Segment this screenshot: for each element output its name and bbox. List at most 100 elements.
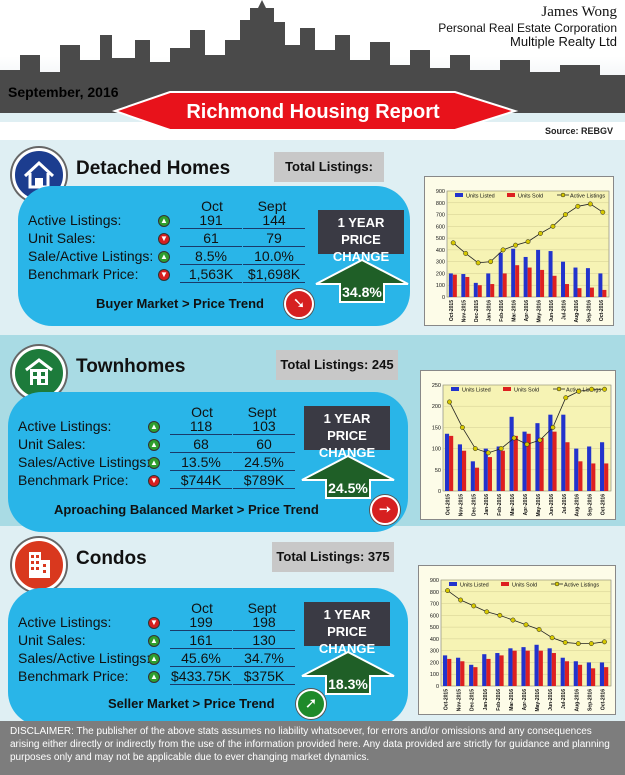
detached-row-label: Benchmark Price: (28, 266, 139, 282)
active-listings-point (458, 597, 464, 603)
legend-entry: Units Listed (466, 194, 495, 200)
bar-units-listed (561, 414, 566, 491)
bar-units-listed (585, 268, 590, 297)
x-tick-label: Jul-2016 (562, 494, 568, 514)
bar-units-listed (461, 274, 466, 297)
y-tick-label: 400 (430, 637, 439, 643)
townhome-sept-value: $789K (233, 472, 295, 489)
active-listings-point (562, 212, 568, 218)
agent-name: James Wong (541, 4, 617, 20)
agent-brokerage: Multiple Realty Ltd (510, 34, 617, 49)
condo-building-icon (12, 538, 66, 592)
bar-units-listed (573, 267, 578, 297)
bar-units-sold (578, 461, 583, 491)
y-tick-label: 600 (436, 224, 445, 230)
x-tick-label: Jul-2016 (561, 300, 567, 320)
townhome-row-label: Sales/Active Listings: (18, 454, 151, 470)
x-tick-label: Oct-2016 (600, 689, 606, 710)
townhome-row-label: Unit Sales: (18, 436, 86, 452)
detached-sept-value: 79 (243, 230, 305, 247)
bar-units-listed (599, 662, 605, 686)
detached-col-sept: Sept (257, 198, 287, 214)
bar-units-sold (565, 284, 569, 297)
active-listings-point (488, 259, 494, 265)
y-tick-label: 0 (438, 489, 441, 495)
agent-info: James Wong Personal Real Estate Corporat… (438, 4, 617, 49)
y-tick-label: 700 (430, 602, 439, 608)
bar-units-listed (511, 248, 516, 297)
townhome-title: Townhomes (76, 356, 186, 377)
active-listings-point (498, 446, 504, 452)
x-tick-label: May-2016 (536, 494, 542, 517)
x-tick-label: Jan-2016 (483, 689, 489, 711)
bar-units-sold (525, 650, 530, 686)
active-listings-point (602, 386, 607, 392)
bar-units-listed (523, 256, 528, 297)
active-listings-point (602, 639, 607, 645)
active-listings-point (513, 242, 518, 248)
detached-oct-value: 1,563K (180, 266, 242, 283)
bar-units-sold (589, 287, 594, 297)
bar-units-sold (512, 650, 517, 686)
active-listings-point (450, 240, 456, 246)
x-tick-label: Oct-2015 (449, 300, 455, 321)
active-listings-point (587, 201, 593, 207)
x-tick-label: Nov-2015 (462, 300, 468, 322)
active-listings-point (475, 260, 481, 266)
arrow-up-icon: ▲ (148, 421, 160, 433)
bar-units-sold (474, 467, 480, 491)
townhome-market-trend: Aproaching Balanced Market > Price Trend (54, 502, 319, 517)
y-tick-label: 500 (430, 625, 439, 631)
active-listings-point (589, 386, 595, 392)
y-tick-label: 50 (435, 468, 441, 474)
y-tick-label: 900 (430, 578, 439, 584)
townhouse-icon (12, 346, 66, 400)
bar-units-listed (598, 273, 603, 297)
condo-row-label: Sales/Active Listings: (18, 650, 151, 666)
bar-units-listed (498, 252, 503, 297)
x-tick-label: Oct-2016 (599, 300, 605, 321)
legend-entry: Units Listed (460, 583, 489, 589)
condo-market-trend: Seller Market > Price Trend (108, 696, 275, 711)
bar-units-sold (527, 267, 532, 297)
townhome-trend-arrow-icon: ➙ (370, 495, 400, 525)
legend-entry: Units Listed (462, 388, 491, 394)
detached-title: Detached Homes (76, 158, 231, 179)
x-tick-label: Jan-2016 (487, 300, 493, 322)
condo-row-label: Active Listings: (18, 614, 112, 630)
bar-units-sold (526, 433, 531, 491)
legend-swatch (503, 387, 511, 391)
y-tick-label: 200 (430, 660, 439, 666)
source-label: Source: REBGV (544, 126, 613, 136)
condo-price-up-arrow-icon (301, 650, 395, 695)
x-tick-label: Feb-2016 (497, 494, 503, 516)
bar-units-sold (477, 285, 482, 297)
legend-swatch (501, 582, 509, 586)
bar-units-listed (574, 448, 579, 491)
y-tick-label: 300 (436, 260, 445, 266)
condo-year-price-value: 18.3% (328, 676, 368, 692)
arrow-down-icon: ▼ (158, 269, 170, 281)
arrow-up-icon: ▲ (158, 251, 170, 263)
bar-units-sold (539, 438, 544, 491)
x-tick-label: May-2016 (536, 300, 542, 323)
condo-row-label: Unit Sales: (18, 632, 86, 648)
bar-units-listed (560, 657, 565, 686)
active-listings-point (523, 622, 529, 628)
legend-entry: Units Sold (518, 194, 543, 200)
bar-units-listed (600, 442, 605, 491)
x-tick-label: Jun-2016 (549, 300, 555, 322)
arrow-down-icon: ▼ (158, 233, 170, 245)
bar-units-listed (587, 446, 592, 491)
y-tick-label: 500 (436, 236, 445, 242)
bar-units-listed (586, 662, 591, 686)
bar-units-sold (490, 284, 495, 297)
detached-row-label: Active Listings: (28, 212, 122, 228)
x-tick-label: Sep-2016 (588, 494, 594, 516)
detached-sept-value: 10.0% (243, 248, 305, 265)
townhome-col-sept: Sept (247, 404, 277, 420)
bar-units-listed (470, 461, 475, 491)
bar-units-listed (469, 664, 474, 686)
active-listings-point (562, 639, 568, 645)
bar-units-sold (564, 661, 570, 686)
